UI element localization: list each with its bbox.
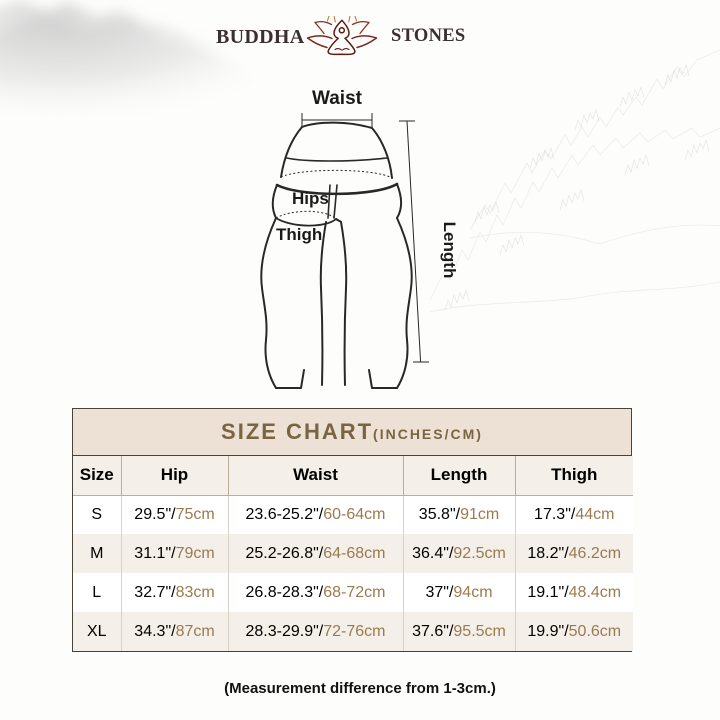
svg-text:Thigh: Thigh <box>276 225 322 244</box>
svg-text:Waist: Waist <box>312 88 363 109</box>
svg-text:Hips: Hips <box>292 189 329 208</box>
svg-text:Length: Length <box>440 222 459 279</box>
